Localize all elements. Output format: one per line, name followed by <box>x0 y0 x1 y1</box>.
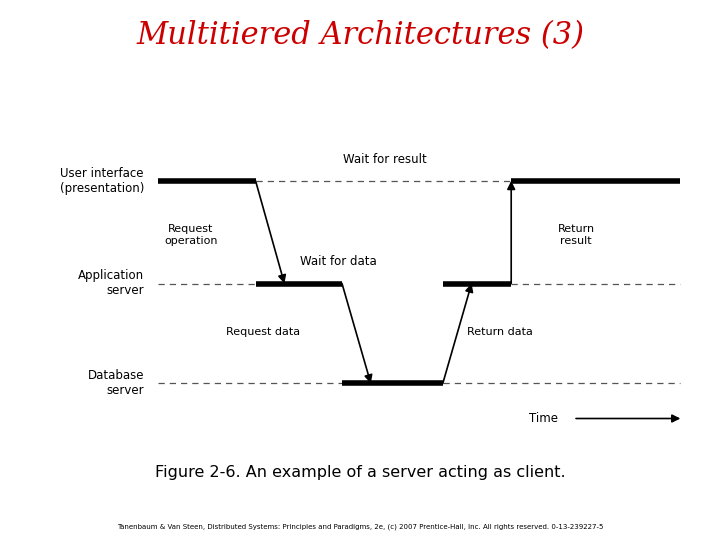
Text: Request data: Request data <box>226 327 300 337</box>
Text: Database
server: Database server <box>88 369 144 397</box>
Text: Wait for data: Wait for data <box>300 255 377 268</box>
Text: Return data: Return data <box>467 327 534 337</box>
Text: Time: Time <box>529 412 558 425</box>
Text: Multitiered Architectures (3): Multitiered Architectures (3) <box>136 19 584 51</box>
Text: User interface
(presentation): User interface (presentation) <box>60 167 144 195</box>
Text: Return
result: Return result <box>557 224 595 246</box>
Text: Application
server: Application server <box>78 269 144 298</box>
Text: Figure 2-6. An example of a server acting as client.: Figure 2-6. An example of a server actin… <box>155 465 565 480</box>
Text: Wait for result: Wait for result <box>343 153 427 166</box>
Text: Request
operation: Request operation <box>164 224 217 246</box>
Text: Tanenbaum & Van Steen, Distributed Systems: Principles and Paradigms, 2e, (c) 20: Tanenbaum & Van Steen, Distributed Syste… <box>117 523 603 530</box>
